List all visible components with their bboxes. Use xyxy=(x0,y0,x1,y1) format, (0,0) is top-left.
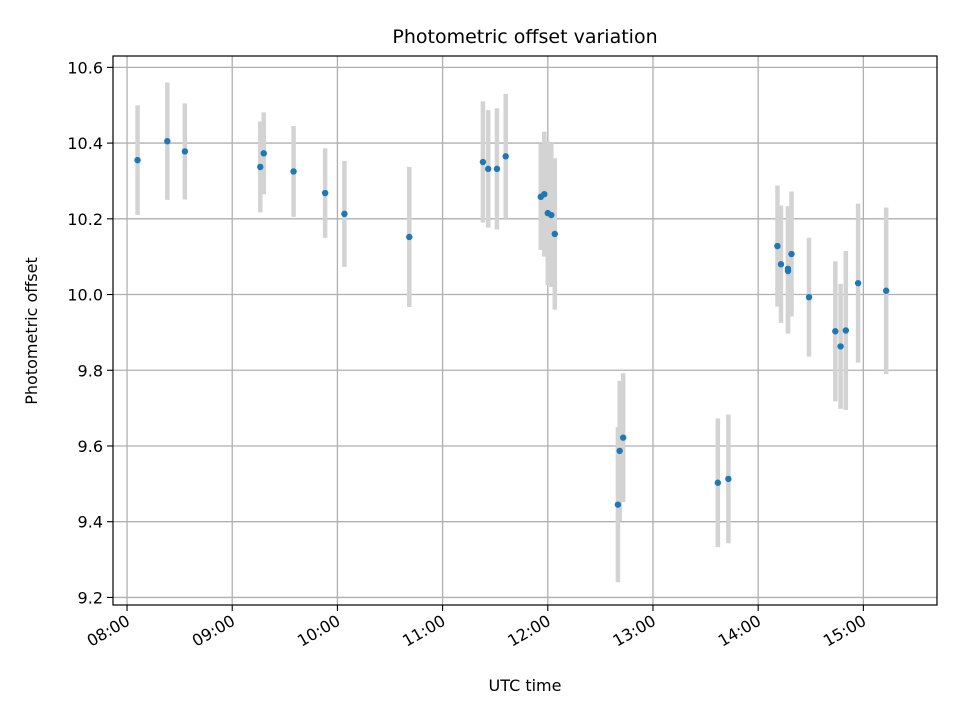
data-point xyxy=(854,279,862,287)
data-point xyxy=(788,250,795,258)
data-point xyxy=(260,150,267,157)
y-axis-ticks: 9.2 9.4 9.6 9.8 10.0 10.2 10.4 10.6 xyxy=(67,58,113,607)
data-point xyxy=(614,501,622,508)
data-point xyxy=(842,327,850,334)
data-point xyxy=(479,158,487,166)
data-point xyxy=(290,168,297,175)
y-tick-label: 10.0 xyxy=(67,286,103,305)
data-point xyxy=(406,233,413,241)
data-point xyxy=(774,242,781,250)
data-point xyxy=(616,447,623,455)
y-tick-label: 10.2 xyxy=(67,210,103,229)
plot-frame xyxy=(112,55,938,606)
data-point xyxy=(541,190,548,198)
data-point xyxy=(619,434,627,441)
data-point xyxy=(548,211,555,219)
y-tick-label: 9.8 xyxy=(78,361,103,380)
data-point xyxy=(181,148,189,155)
grid xyxy=(113,56,937,605)
y-tick-label: 10.6 xyxy=(67,58,103,77)
y-tick-label: 10.4 xyxy=(67,134,103,153)
data-point xyxy=(484,165,492,173)
data-point xyxy=(341,210,348,218)
y-tick-label: 9.6 xyxy=(78,437,103,456)
data-point xyxy=(502,153,509,160)
data-point xyxy=(134,156,141,164)
data-point xyxy=(784,265,792,272)
data-point xyxy=(832,328,839,335)
data-point xyxy=(837,343,844,350)
y-tick-label: 9.2 xyxy=(78,588,103,607)
data-point xyxy=(725,475,732,483)
data-points xyxy=(134,137,890,508)
data-point xyxy=(321,189,329,197)
data-point xyxy=(493,165,501,173)
y-axis-label: Photometric offset xyxy=(22,257,41,405)
chart-title: Photometric offset variation xyxy=(392,26,657,48)
data-point xyxy=(714,479,722,486)
data-point xyxy=(805,293,813,301)
data-point xyxy=(882,287,890,294)
data-point xyxy=(551,230,559,238)
data-point xyxy=(164,137,171,145)
data-point xyxy=(777,261,785,268)
x-axis-label: UTC time xyxy=(489,676,562,695)
data-point xyxy=(257,163,264,171)
y-tick-label: 9.4 xyxy=(78,513,103,532)
